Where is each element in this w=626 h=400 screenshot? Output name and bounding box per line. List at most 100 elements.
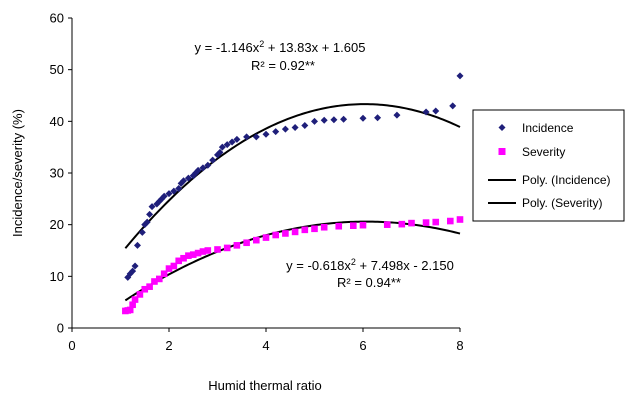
incidence-point — [194, 166, 202, 174]
incidence-point — [218, 143, 226, 151]
severity-point — [194, 249, 202, 257]
severity-point — [180, 254, 187, 262]
x-tick-label: 2 — [165, 338, 172, 353]
legend-item-poly-severity: Poly. (Severity) — [488, 196, 602, 210]
incidence-point — [228, 138, 236, 146]
severity-point — [272, 231, 279, 239]
incidence-point — [131, 262, 139, 270]
incidence-point — [272, 128, 280, 136]
severity-point — [408, 219, 415, 227]
incidence-point — [456, 72, 464, 80]
incidence-point — [180, 177, 188, 185]
y-tick-label: 0 — [57, 321, 64, 336]
equation-incidence-sup: 2 — [259, 39, 264, 49]
incidence-point — [143, 218, 151, 226]
severity-point — [146, 283, 153, 290]
x-tick-label: 4 — [262, 338, 269, 353]
severity-point — [432, 218, 440, 226]
severity-point — [282, 230, 289, 237]
legend-label-poly-incidence: Poly. (Incidence) — [522, 173, 610, 187]
legend-square-marker — [498, 148, 506, 155]
severity-point — [320, 223, 328, 231]
r2-incidence: R² = 0.92** — [251, 58, 315, 73]
severity-point — [156, 275, 163, 283]
incidence-point — [252, 133, 260, 141]
incidence-point — [138, 228, 146, 236]
equation-incidence-main: y = -1.146x — [195, 40, 260, 55]
severity-point — [243, 239, 250, 247]
severity-point — [151, 278, 158, 285]
x-ticks: 0 2 4 6 8 — [68, 328, 464, 353]
incidence-point — [243, 133, 251, 141]
severity-point — [383, 221, 391, 228]
severity-point — [175, 257, 182, 265]
incidence-point — [301, 121, 309, 129]
incidence-point — [262, 130, 270, 138]
y-tick-label: 10 — [50, 269, 64, 284]
severity-point — [129, 301, 136, 309]
y-tick-label: 60 — [50, 11, 64, 26]
incidence-point — [393, 111, 401, 119]
equation-severity: y = -0.618x2 + 7.498x - 2.150 — [286, 257, 454, 273]
markers — [122, 72, 464, 315]
incidence-point — [233, 135, 241, 143]
equation-severity-tail: + 7.498x - 2.150 — [356, 258, 454, 273]
severity-point — [141, 285, 149, 293]
incidence-point — [330, 116, 338, 124]
severity-point — [359, 221, 367, 229]
incidence-point — [422, 108, 430, 116]
incidence-point — [216, 148, 224, 156]
incidence-point — [432, 107, 440, 115]
incidence-point — [175, 185, 183, 192]
incidence-point — [311, 117, 318, 125]
legend-label-severity: Severity — [522, 145, 565, 159]
severity-point — [301, 226, 309, 234]
incidence-point — [320, 116, 328, 124]
incidence-point — [209, 156, 217, 164]
severity-point — [311, 225, 318, 233]
incidence-point — [359, 114, 367, 122]
x-tick-label: 6 — [359, 338, 366, 353]
annotation-incidence: y = -1.146x2 + 13.83x + 1.605 R² = 0.92*… — [195, 39, 366, 73]
legend-item-severity: Severity — [498, 145, 565, 159]
legend: Incidence Severity Poly. (Incidence) Pol… — [472, 109, 625, 222]
fit-line-incidence — [124, 103, 461, 249]
incidence-point — [340, 115, 348, 123]
y-tick-label: 40 — [50, 114, 64, 129]
incidence-point — [148, 203, 156, 211]
incidence-point — [160, 192, 168, 200]
severity-point — [189, 251, 197, 258]
y-axis-title: Incidence/severity (%) — [10, 109, 25, 237]
y-ticks: 0 10 20 30 40 50 60 — [50, 11, 72, 336]
equation-severity-main: y = -0.618x — [286, 258, 351, 273]
equation-incidence: y = -1.146x2 + 13.83x + 1.605 — [195, 39, 366, 55]
severity-point — [456, 216, 464, 223]
severity-point — [204, 247, 212, 254]
severity-point — [170, 262, 178, 270]
equation-incidence-tail: + 13.83x + 1.605 — [264, 40, 365, 55]
y-tick-label: 50 — [50, 62, 64, 77]
incidence-point — [170, 187, 178, 195]
severity-point — [165, 265, 173, 272]
severity-point — [160, 270, 168, 278]
x-tick-label: 8 — [456, 338, 463, 353]
severity-point — [262, 234, 270, 241]
equation-severity-sup: 2 — [351, 257, 356, 267]
incidence-point — [291, 124, 299, 132]
incidence-point — [146, 210, 154, 218]
y-tick-label: 30 — [50, 166, 64, 181]
severity-point — [136, 291, 144, 298]
severity-point — [350, 222, 357, 229]
incidence-point — [165, 190, 173, 198]
severity-point — [126, 306, 134, 314]
x-tick-label: 0 — [68, 338, 75, 353]
legend-label-poly-severity: Poly. (Severity) — [522, 196, 602, 210]
r2-severity: R² = 0.94** — [337, 275, 401, 290]
legend-label-incidence: Incidence — [522, 121, 574, 135]
legend-diamond-marker — [498, 124, 506, 131]
incidence-point — [374, 114, 382, 122]
incidence-point — [449, 102, 457, 110]
severity-point — [199, 248, 207, 255]
x-axis-title: Humid thermal ratio — [208, 378, 321, 393]
